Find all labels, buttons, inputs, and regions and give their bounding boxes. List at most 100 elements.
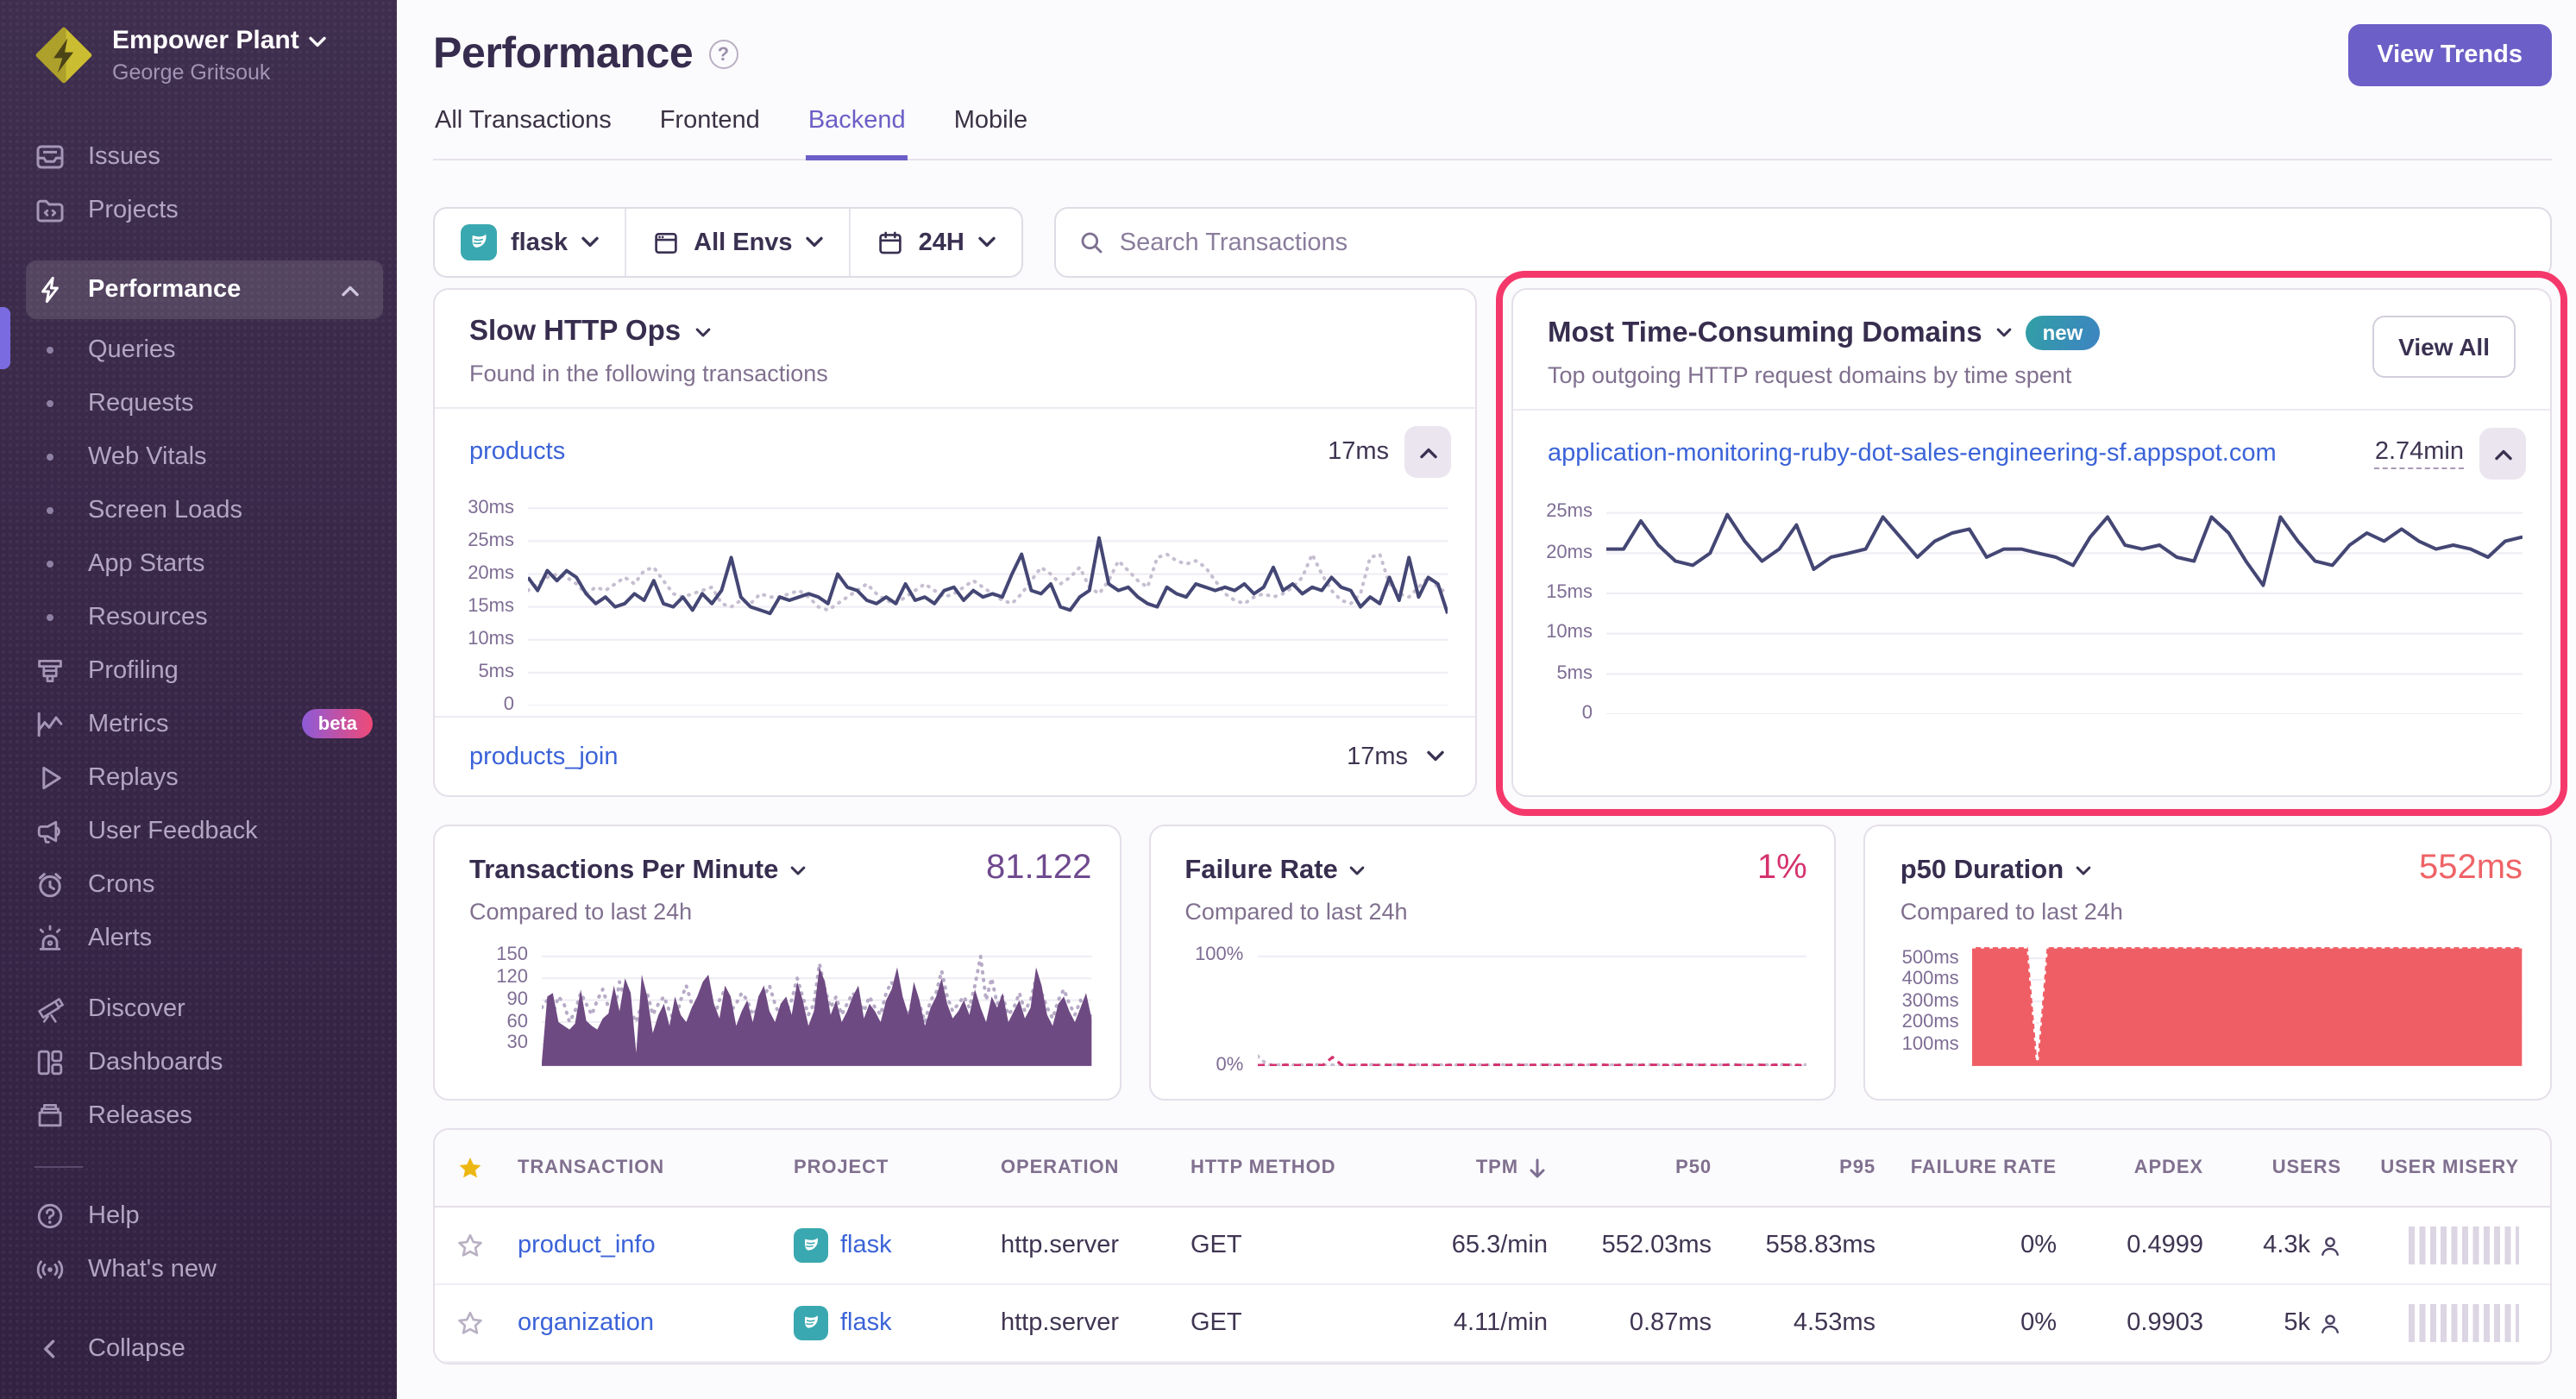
col-project[interactable]: PROJECT bbox=[794, 1157, 889, 1178]
project-filter[interactable]: flask bbox=[435, 209, 625, 276]
tpm-chart bbox=[542, 945, 1092, 1066]
col-operation[interactable]: OPERATION bbox=[1001, 1157, 1120, 1178]
sidebar-item-queries[interactable]: Queries bbox=[0, 323, 397, 376]
axis-tick-label: 60 bbox=[506, 1011, 529, 1032]
chevron-down-icon bbox=[790, 866, 806, 876]
p50-chart-axis: 500ms 400ms 300ms 200ms 100ms bbox=[1901, 945, 1973, 1066]
transaction-row-products: products 17ms bbox=[435, 409, 1475, 488]
failure-rate-cell: 0% bbox=[2020, 1232, 2057, 1259]
profiling-icon bbox=[35, 655, 66, 686]
failure-chart-axis: 100% 0% bbox=[1184, 944, 1257, 1075]
products-join-link[interactable]: products_join bbox=[469, 743, 619, 770]
transaction-row-products-join: products_join 17ms bbox=[435, 716, 1475, 795]
col-tpm[interactable]: TPM bbox=[1398, 1157, 1561, 1179]
archive-icon bbox=[35, 1100, 66, 1131]
transaction-link[interactable]: organization bbox=[518, 1309, 654, 1337]
domains-panel-title[interactable]: Most Time-Consuming Domains new bbox=[1548, 316, 2101, 350]
star-filled-icon[interactable] bbox=[455, 1153, 484, 1183]
sidebar-item-dashboards[interactable]: Dashboards bbox=[0, 1035, 397, 1088]
sidebar-item-issues[interactable]: Issues bbox=[0, 129, 397, 183]
p50-cell: 552.03ms bbox=[1601, 1232, 1712, 1259]
col-user-misery[interactable]: USER MISERY bbox=[2380, 1157, 2519, 1178]
col-p50[interactable]: P50 bbox=[1675, 1157, 1712, 1178]
view-trends-button[interactable]: View Trends bbox=[2347, 24, 2552, 86]
tab-backend[interactable]: Backend bbox=[806, 107, 908, 160]
sidebar-item-web-vitals[interactable]: Web Vitals bbox=[0, 430, 397, 483]
col-failure-rate[interactable]: FAILURE RATE bbox=[1910, 1157, 2057, 1178]
environment-filter[interactable]: All Envs bbox=[626, 209, 849, 276]
sidebar-item-discover[interactable]: Discover bbox=[0, 982, 397, 1035]
axis-tick-label: 120 bbox=[496, 967, 528, 988]
domains-panel-subtitle: Top outgoing HTTP request domains by tim… bbox=[1548, 362, 2072, 388]
tpm-subtitle: Compared to last 24h bbox=[469, 899, 693, 925]
users-cell: 4.3k bbox=[2217, 1232, 2355, 1259]
tab-frontend[interactable]: Frontend bbox=[659, 107, 760, 135]
sidebar-item-replays[interactable]: Replays bbox=[0, 750, 397, 804]
sidebar-item-help[interactable]: Help bbox=[0, 1189, 397, 1242]
view-all-button[interactable]: View All bbox=[2372, 316, 2516, 378]
tpm-title[interactable]: Transactions Per Minute bbox=[469, 856, 806, 887]
domain-row: application-monitoring-ruby-dot-sales-en… bbox=[1513, 411, 2550, 490]
transaction-link[interactable]: product_info bbox=[518, 1232, 656, 1259]
p50-duration-chart bbox=[1972, 945, 2523, 1066]
col-apdex[interactable]: APDEX bbox=[2133, 1157, 2203, 1178]
flask-project-icon bbox=[794, 1228, 828, 1263]
axis-tick-label: 20ms bbox=[468, 562, 514, 584]
project-link[interactable]: flask bbox=[840, 1232, 892, 1259]
date-range-filter[interactable]: 24H bbox=[851, 209, 1021, 276]
project-link[interactable]: flask bbox=[840, 1309, 892, 1337]
axis-tick-label: 100% bbox=[1195, 944, 1244, 966]
sidebar-item-releases[interactable]: Releases bbox=[0, 1088, 397, 1142]
sidebar-item-metrics[interactable]: Metrics beta bbox=[0, 697, 397, 750]
domain-time-spent[interactable]: 2.74min bbox=[2374, 438, 2464, 469]
domain-link[interactable]: application-monitoring-ruby-dot-sales-en… bbox=[1548, 440, 2277, 467]
environment-icon bbox=[652, 229, 680, 256]
sidebar-item-user-feedback[interactable]: User Feedback bbox=[0, 804, 397, 857]
failure-rate-subtitle: Compared to last 24h bbox=[1184, 899, 1408, 925]
axis-tick-label: 500ms bbox=[1901, 947, 1959, 968]
slow-http-ops-title[interactable]: Slow HTTP Ops bbox=[469, 316, 1441, 348]
p50-subtitle: Compared to last 24h bbox=[1900, 899, 2123, 925]
transactions-per-minute-panel: Transactions Per Minute 81.122 Compared … bbox=[433, 825, 1122, 1101]
failure-rate-title[interactable]: Failure Rate bbox=[1184, 856, 1365, 887]
help-circle-icon[interactable]: ? bbox=[708, 40, 738, 69]
sidebar-item-app-starts[interactable]: App Starts bbox=[0, 536, 397, 590]
help-icon bbox=[35, 1200, 66, 1231]
sidebar-item-requests[interactable]: Requests bbox=[0, 376, 397, 430]
sidebar-item-profiling[interactable]: Profiling bbox=[0, 643, 397, 697]
filter-bar: flask All Envs 24H bbox=[433, 207, 2552, 278]
panel-divider bbox=[435, 407, 1475, 409]
sidebar-item-performance[interactable]: Performance bbox=[26, 260, 383, 319]
col-p95[interactable]: P95 bbox=[1839, 1157, 1875, 1178]
tab-mobile[interactable]: Mobile bbox=[953, 107, 1028, 135]
star-outline-icon[interactable] bbox=[455, 1308, 484, 1338]
axis-tick-label: 5ms bbox=[478, 661, 514, 682]
p50-title[interactable]: p50 Duration bbox=[1901, 856, 2091, 887]
search-transactions-input[interactable] bbox=[1119, 229, 2528, 256]
chevron-down-icon bbox=[694, 327, 710, 337]
flask-project-icon bbox=[794, 1306, 828, 1340]
collapse-domain-button[interactable] bbox=[2479, 428, 2526, 480]
chevron-down-icon bbox=[807, 236, 824, 248]
products-link[interactable]: products bbox=[469, 438, 566, 466]
sidebar-item-alerts[interactable]: Alerts bbox=[0, 911, 397, 964]
sidebar-collapse-button[interactable]: Collapse bbox=[0, 1321, 397, 1375]
sidebar-item-screen-loads[interactable]: Screen Loads bbox=[0, 483, 397, 536]
org-switcher[interactable]: Empower Plant George Gritsouk bbox=[0, 0, 397, 102]
tab-all-transactions[interactable]: All Transactions bbox=[435, 107, 612, 135]
star-outline-icon[interactable] bbox=[455, 1231, 484, 1260]
performance-icon bbox=[35, 274, 66, 305]
axis-tick-label: 300ms bbox=[1901, 990, 1959, 1011]
sidebar-item-whats-new[interactable]: What's new bbox=[0, 1242, 397, 1295]
collapse-products-button[interactable] bbox=[1404, 426, 1451, 478]
sidebar-item-crons[interactable]: Crons bbox=[0, 857, 397, 911]
expand-products-join-button[interactable] bbox=[1427, 750, 1444, 762]
sidebar-item-resources[interactable]: Resources bbox=[0, 590, 397, 643]
calendar-icon bbox=[877, 229, 905, 256]
col-http-method[interactable]: HTTP METHOD bbox=[1191, 1157, 1336, 1178]
col-users[interactable]: USERS bbox=[2271, 1157, 2341, 1178]
failure-rate-panel: Failure Rate 1% Compared to last 24h 100… bbox=[1148, 825, 1837, 1101]
axis-tick-label: 30ms bbox=[468, 497, 514, 518]
sidebar-item-projects[interactable]: Projects bbox=[0, 183, 397, 236]
col-transaction[interactable]: TRANSACTION bbox=[518, 1157, 665, 1178]
